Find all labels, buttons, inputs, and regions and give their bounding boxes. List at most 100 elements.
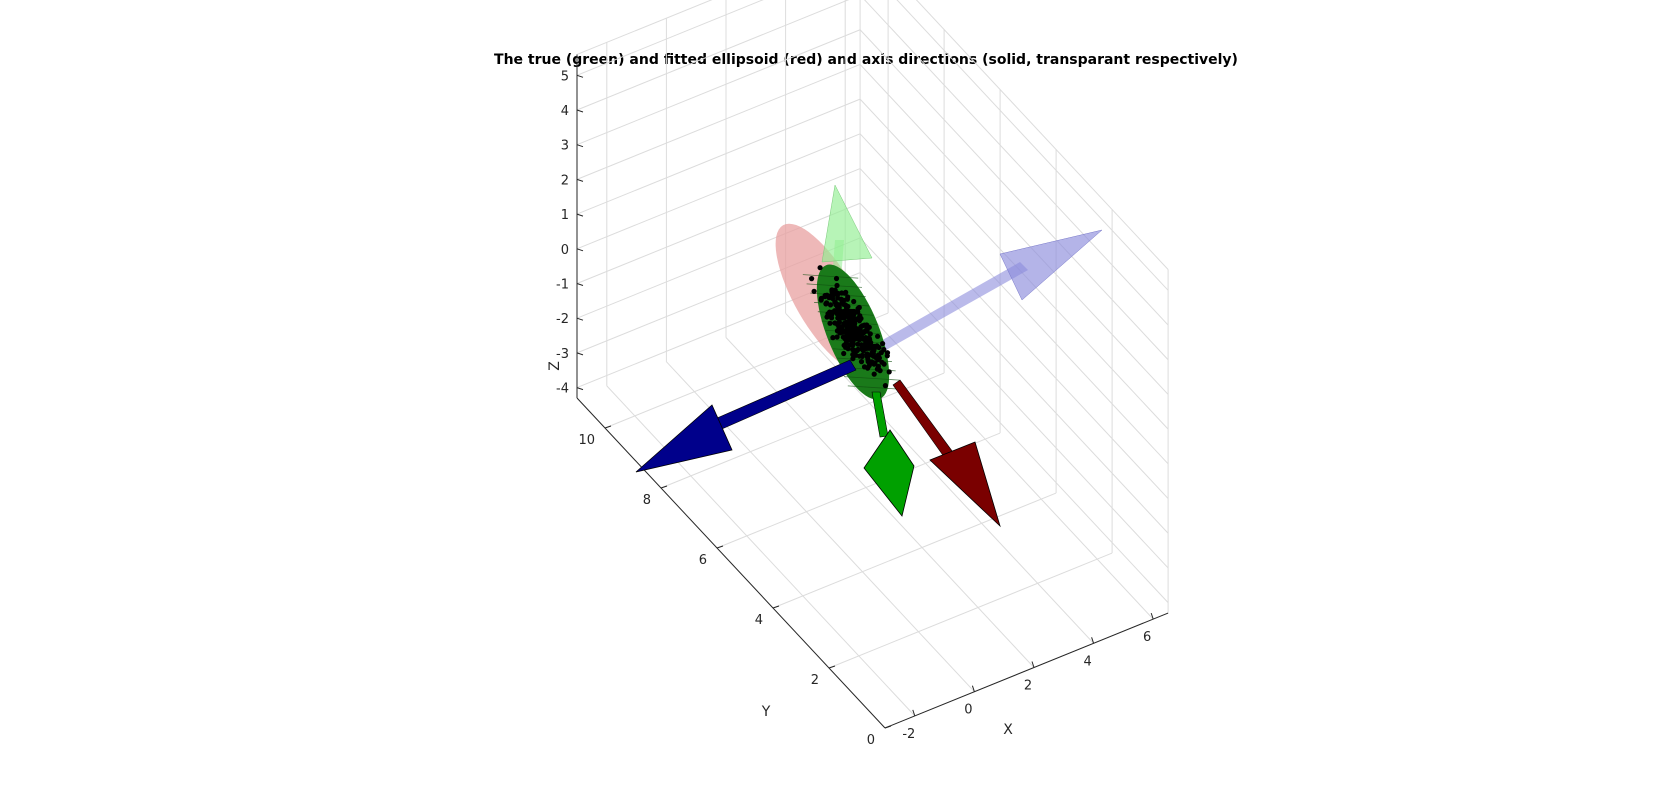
solid-blue-arrow-head xyxy=(635,404,733,473)
z-tick xyxy=(576,248,584,252)
z-tick-label: -3 xyxy=(556,347,569,362)
ellipsoid-mesh-line xyxy=(844,376,900,381)
data-point xyxy=(881,346,887,353)
z-tick-label: 2 xyxy=(561,173,569,188)
ellipsoid-mesh-line xyxy=(806,283,862,288)
grid-line-y xyxy=(660,372,945,489)
data-point xyxy=(852,320,858,326)
grid-line-z xyxy=(864,0,1169,326)
y-tick-label: 0 xyxy=(867,733,875,748)
data-point xyxy=(829,315,835,321)
z-tick-label: -4 xyxy=(556,382,569,397)
grid-line-z xyxy=(576,63,861,180)
z-tick-label: -1 xyxy=(556,277,569,292)
grid-line-z xyxy=(859,133,1169,465)
transparent-blue-arrow-shaft xyxy=(865,262,1028,358)
data-point xyxy=(868,352,874,358)
data-point xyxy=(836,319,843,325)
data-point xyxy=(840,334,846,340)
ellipsoid-mesh-line xyxy=(847,385,904,390)
data-point xyxy=(859,330,865,336)
data-point xyxy=(836,312,842,318)
y-tick-label: 6 xyxy=(699,553,707,568)
z-tick xyxy=(576,387,584,391)
grid-line-x xyxy=(666,361,975,693)
grid-line-z xyxy=(896,0,1169,291)
axes-layer xyxy=(576,54,1169,729)
transparent-blue-arrow-head xyxy=(999,229,1103,301)
data-point xyxy=(836,305,842,312)
data-point xyxy=(884,350,891,356)
data-point xyxy=(864,354,871,360)
grid-line-z xyxy=(576,29,861,146)
x-tick-label: 4 xyxy=(1083,654,1091,669)
data-point xyxy=(845,337,851,343)
data-point xyxy=(834,282,840,289)
y-tick xyxy=(604,425,612,429)
data-point xyxy=(858,324,864,330)
ellipsoid-mesh-line xyxy=(802,274,859,279)
data-point xyxy=(850,356,856,362)
grid-line-x xyxy=(606,385,916,717)
data-point xyxy=(863,345,870,351)
y-tick-label: 10 xyxy=(578,433,595,448)
data-point xyxy=(809,276,815,282)
chart-title: The true (green) and fitted ellipsoid (r… xyxy=(494,52,1238,68)
solid-green-arrow-shaft xyxy=(871,391,889,438)
z-tick xyxy=(576,144,584,148)
x-tick-label: 0 xyxy=(964,703,972,718)
grid-line-z xyxy=(576,98,861,215)
solid-red-arrow-head xyxy=(929,441,1001,528)
data-point xyxy=(863,335,869,341)
data-point xyxy=(858,336,865,342)
grid-line-z xyxy=(576,168,861,284)
data-point xyxy=(847,325,854,331)
z-tick-label: -2 xyxy=(556,312,569,327)
data-point xyxy=(851,347,857,353)
solid-blue-arrow-shaft xyxy=(707,359,857,433)
z-tick xyxy=(576,213,584,217)
grid-line-z xyxy=(859,29,1169,361)
data-point xyxy=(829,293,836,299)
z-axis-label: Z xyxy=(547,361,563,371)
grid-edge xyxy=(915,0,1169,270)
data-point xyxy=(874,366,881,372)
data-point xyxy=(830,335,836,341)
data-point xyxy=(832,299,838,305)
data-point xyxy=(859,353,865,359)
x-tick-label: 2 xyxy=(1024,679,1032,694)
transparent-green-arrow-head xyxy=(821,184,873,263)
y-tick xyxy=(884,725,892,729)
grid-edge xyxy=(576,0,713,55)
data-point xyxy=(841,350,847,357)
z-tick-label: 0 xyxy=(561,243,569,258)
y-tick xyxy=(716,545,724,549)
x-axis-line xyxy=(884,612,1169,729)
data-point xyxy=(837,328,843,334)
data-point xyxy=(855,315,862,321)
x-tick xyxy=(971,685,975,692)
y-axis-line xyxy=(576,397,886,729)
grid-line-x xyxy=(785,312,1094,644)
data-point xyxy=(854,331,860,337)
data-point xyxy=(880,341,886,347)
z-tick-label: 4 xyxy=(561,104,569,119)
ellipsoid-mesh-line xyxy=(829,339,885,344)
x-tick-label: -2 xyxy=(902,727,915,742)
data-point xyxy=(852,325,859,331)
data-point xyxy=(827,320,833,326)
data-point xyxy=(848,308,854,314)
data-point xyxy=(871,371,877,377)
grid-line-z xyxy=(576,0,764,76)
data-point xyxy=(858,359,865,365)
x-axis-label: X xyxy=(1003,722,1013,738)
data-point xyxy=(860,343,866,349)
data-point xyxy=(875,333,881,339)
data-layer xyxy=(635,184,1103,528)
data-point xyxy=(827,302,834,308)
x-tick xyxy=(1031,661,1035,668)
data-point xyxy=(855,346,861,352)
data-point xyxy=(824,300,830,306)
z-tick-label: 1 xyxy=(561,208,569,223)
y-axis-label: Y xyxy=(761,704,771,720)
